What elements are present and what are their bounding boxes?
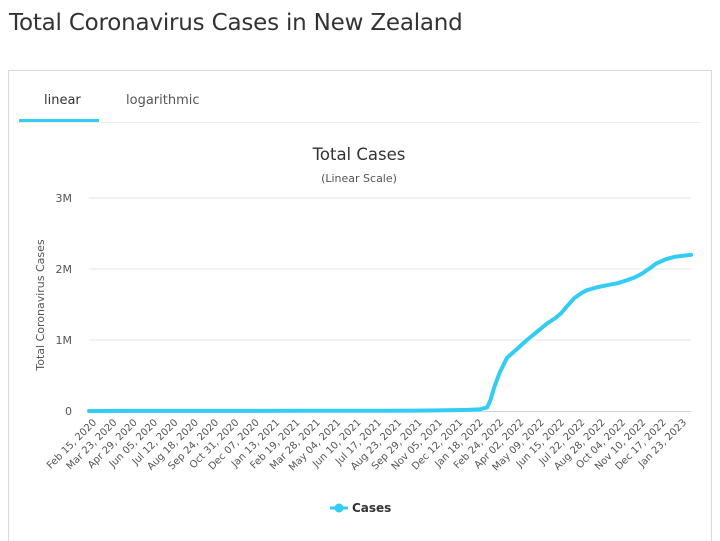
scale-tabs: linear logarithmic xyxy=(19,71,699,124)
legend[interactable]: Cases xyxy=(330,501,391,515)
y-tick-label: 3M xyxy=(56,192,73,205)
gridlines xyxy=(89,197,691,341)
chart-card: linear logarithmic Total Cases (Linear S… xyxy=(8,70,712,541)
y-axis-title: Total Coronavirus Cases xyxy=(34,239,47,372)
tabs-divider xyxy=(19,122,701,123)
y-tick-label: 1M xyxy=(56,334,73,347)
y-tick-label: 0 xyxy=(65,405,72,418)
y-tick-label: 2M xyxy=(56,263,73,276)
active-tab-indicator xyxy=(19,119,99,122)
chart-subtitle: (Linear Scale) xyxy=(321,172,397,185)
tab-logarithmic[interactable]: logarithmic xyxy=(126,93,200,108)
page-title: Total Coronavirus Cases in New Zealand xyxy=(9,10,463,36)
legend-swatch-marker xyxy=(334,503,344,513)
legend-label-cases: Cases xyxy=(352,501,391,515)
total-cases-chart: Total Cases (Linear Scale) Total Coronav… xyxy=(34,145,693,515)
tab-linear[interactable]: linear xyxy=(44,93,81,108)
y-axis-ticks: 0 1M 2M 3M xyxy=(56,192,73,418)
chart-title: Total Cases xyxy=(312,145,406,164)
series-line-cases[interactable] xyxy=(87,252,693,413)
